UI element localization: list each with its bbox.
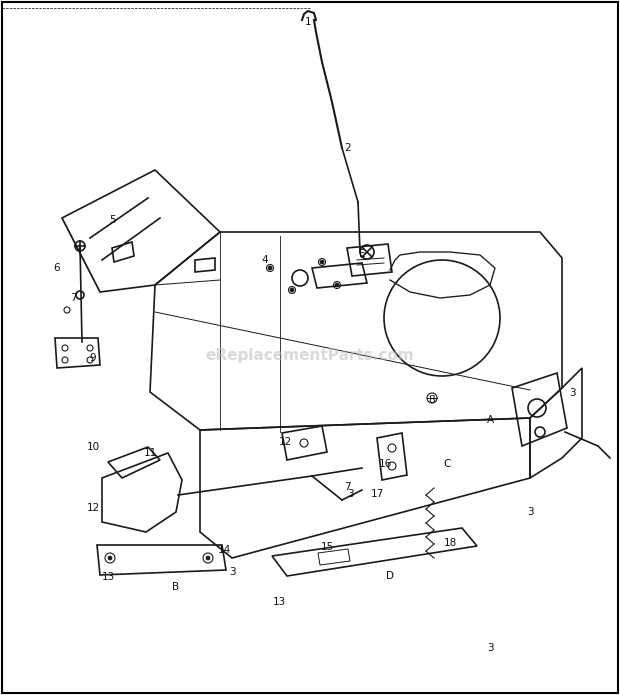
Circle shape (291, 288, 293, 291)
Text: C: C (443, 459, 451, 469)
Text: 18: 18 (443, 538, 456, 548)
Circle shape (335, 284, 339, 286)
Text: 3: 3 (229, 567, 236, 577)
Text: 12: 12 (278, 437, 291, 447)
Text: 1: 1 (304, 17, 311, 27)
Text: 3: 3 (487, 643, 494, 653)
Text: 6: 6 (54, 263, 60, 273)
Text: 9: 9 (90, 353, 96, 363)
Text: 3: 3 (569, 388, 575, 398)
Circle shape (206, 556, 210, 560)
Text: 7: 7 (343, 482, 350, 492)
Circle shape (268, 266, 272, 270)
Text: 2: 2 (345, 143, 352, 153)
Circle shape (108, 556, 112, 560)
Text: D: D (386, 571, 394, 581)
Text: B: B (172, 582, 180, 592)
Text: 5: 5 (108, 215, 115, 225)
Text: 10: 10 (86, 442, 100, 452)
Text: 7: 7 (69, 293, 76, 303)
Text: 3: 3 (347, 489, 353, 499)
Text: eReplacementParts.com: eReplacementParts.com (206, 348, 414, 363)
Text: 13: 13 (272, 597, 286, 607)
Text: 14: 14 (218, 545, 231, 555)
Text: 11: 11 (143, 448, 157, 458)
Text: 13: 13 (102, 572, 115, 582)
Text: 15: 15 (321, 542, 334, 552)
Text: 4: 4 (262, 255, 268, 265)
Circle shape (321, 261, 324, 263)
Text: 17: 17 (370, 489, 384, 499)
Text: 16: 16 (378, 459, 392, 469)
Text: 12: 12 (86, 503, 100, 513)
Text: A: A (487, 415, 494, 425)
Text: 8: 8 (428, 395, 435, 405)
Text: E: E (359, 249, 365, 259)
Text: 3: 3 (526, 507, 533, 517)
